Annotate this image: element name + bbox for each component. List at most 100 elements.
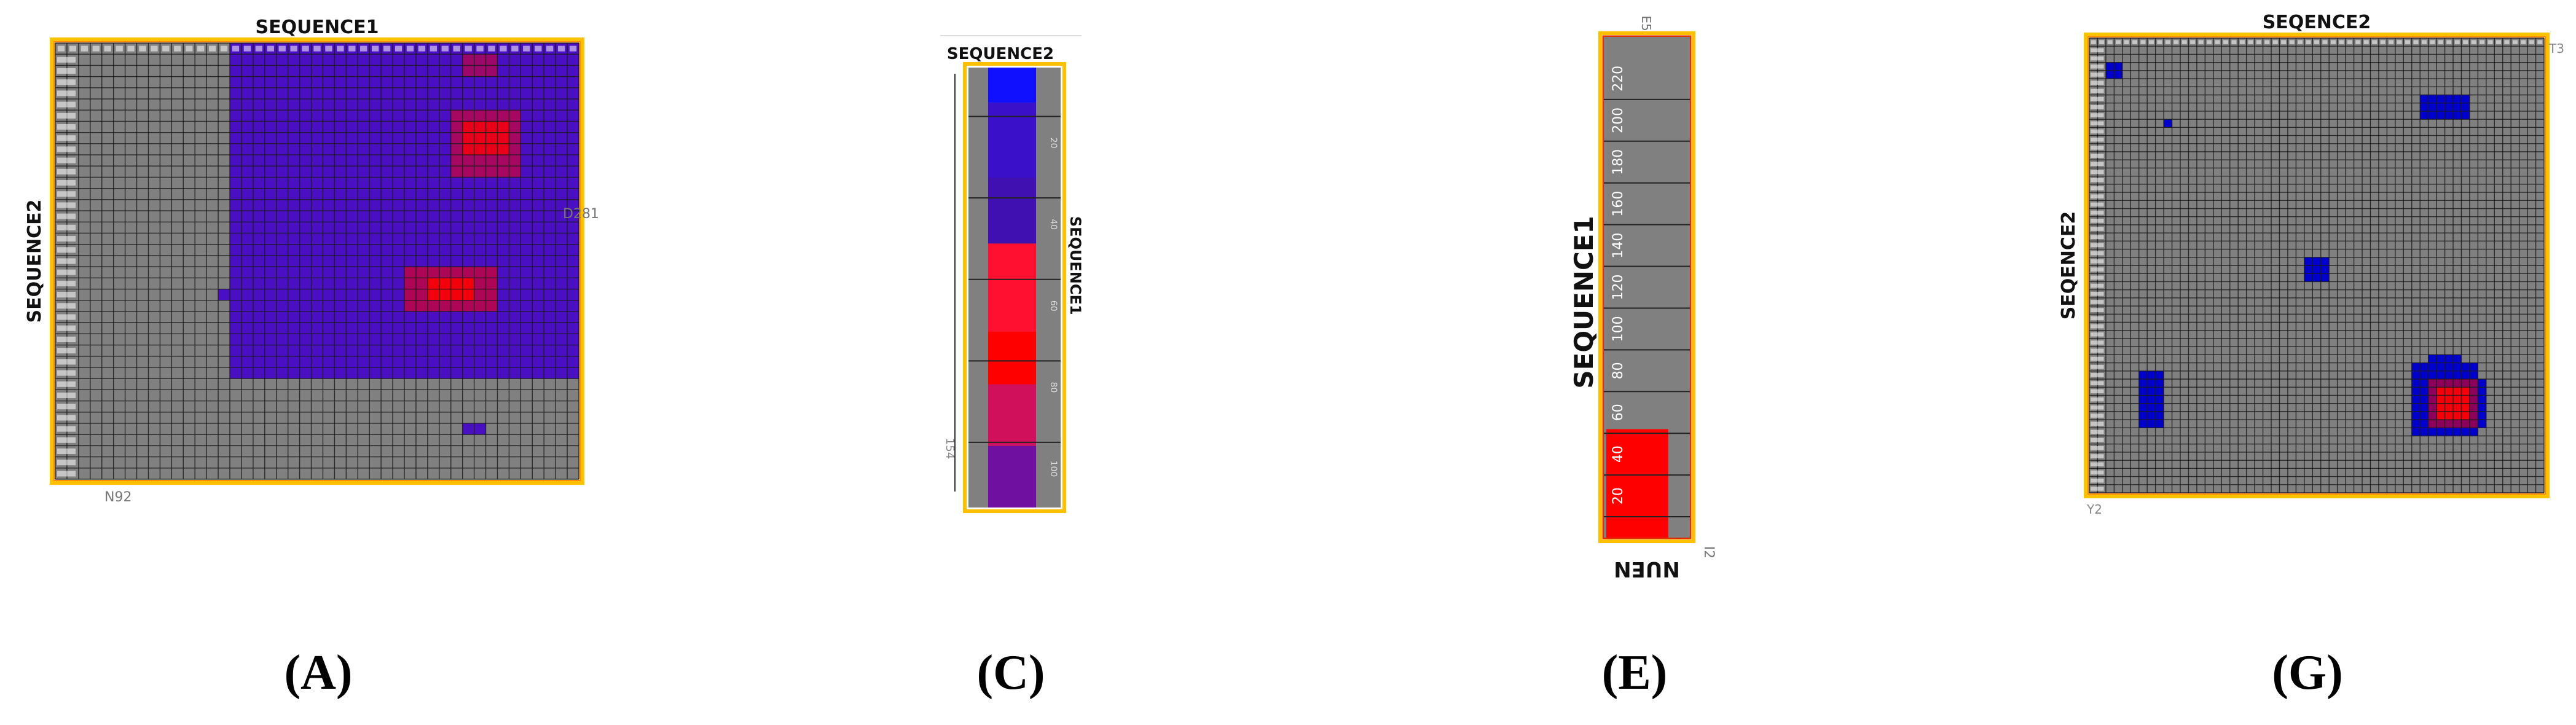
index-mark: [2231, 40, 2237, 44]
index-mark: [2132, 40, 2138, 44]
index-mark: [2471, 40, 2476, 44]
caption-c: (C): [888, 645, 1134, 701]
frame-inner: [53, 41, 581, 481]
index-mark: [2239, 40, 2245, 44]
index-mark: [2091, 283, 2104, 288]
index-mark: [2165, 40, 2170, 44]
index-mark: [57, 79, 76, 85]
index-mark: [2091, 154, 2104, 158]
index-mark: [2480, 40, 2485, 44]
index-mark: [2091, 186, 2104, 190]
index-mark: [511, 45, 519, 52]
index-mark: [2355, 40, 2361, 44]
grid-lines: [55, 42, 579, 480]
index-mark: [2091, 389, 2104, 394]
index-mark: [2091, 210, 2104, 215]
index-mark: [2248, 40, 2253, 44]
heat-band: [988, 243, 1036, 332]
index-marks: [57, 45, 577, 477]
index-mark: [57, 168, 76, 174]
index-mark: [2091, 291, 2104, 296]
chart-title: SEQUENCE2: [947, 45, 1054, 63]
tick-label: 180: [1611, 149, 1626, 175]
index-mark: [2330, 40, 2336, 44]
index-mark: [569, 45, 577, 52]
index-mark: [2215, 40, 2220, 44]
corner-label-right: T3: [2548, 41, 2564, 56]
corner-label-bottom: I2: [1701, 546, 1716, 559]
heat-band: [988, 445, 1036, 508]
index-mark: [2091, 162, 2104, 167]
index-mark: [523, 45, 530, 52]
y-axis-label: SEQUENCE2: [24, 200, 45, 323]
tick-label: 20: [1611, 487, 1626, 504]
index-mark: [2091, 487, 2104, 491]
tick-label: 40: [1048, 219, 1058, 230]
index-mark: [383, 45, 391, 52]
frame-outer: [50, 37, 584, 485]
index-mark: [174, 45, 181, 52]
index-mark: [302, 45, 309, 52]
index-mark: [2174, 40, 2179, 44]
corner-label-bottom: N92: [104, 490, 132, 505]
index-mark: [57, 213, 76, 219]
caption-g-text: (G): [2272, 646, 2343, 700]
index-mark: [255, 45, 263, 52]
index-mark: [2091, 397, 2104, 402]
index-mark: [2091, 381, 2104, 385]
tick-label: 60: [1048, 300, 1058, 312]
index-mark: [57, 370, 76, 376]
tick-label: 160: [1611, 191, 1626, 217]
index-mark: [2091, 113, 2104, 117]
index-mark: [2091, 454, 2104, 458]
index-mark: [57, 269, 76, 275]
index-mark: [57, 236, 76, 242]
index-mark: [2091, 121, 2104, 126]
index-mark: [2091, 316, 2104, 321]
index-mark: [57, 404, 76, 410]
heat-block: [1606, 429, 1668, 538]
index-mark: [2405, 40, 2411, 44]
caption-c-text: (C): [976, 646, 1045, 700]
heat-band: [988, 331, 1036, 385]
index-mark: [57, 157, 76, 163]
bottom-mirrored-text: ÑUEŃ: [1614, 557, 1680, 578]
index-mark: [2198, 40, 2204, 44]
index-mark: [2264, 40, 2270, 44]
index-mark: [2091, 178, 2104, 182]
heat-band: [988, 68, 1036, 103]
index-mark: [2223, 40, 2229, 44]
caption-e: (E): [1512, 645, 1757, 701]
index-mark: [406, 45, 414, 52]
index-mark: [2339, 40, 2344, 44]
heatmap-e: 20 40 60 80 100 120 140 160 180 200 220 SEQUENCE1 E5…: [1569, 15, 1716, 582]
index-mark: [243, 45, 251, 52]
index-mark: [2397, 40, 2402, 44]
index-mark: [2091, 405, 2104, 410]
index-mark: [325, 45, 332, 52]
index-mark: [2438, 40, 2443, 44]
index-mark: [2091, 356, 2104, 361]
index-mark: [2256, 40, 2261, 44]
index-mark: [57, 392, 76, 399]
heat-band: [988, 178, 1036, 244]
index-mark: [57, 247, 76, 253]
index-mark: [2421, 40, 2427, 44]
panel-a: SEQUENCE1 SEQUENCE2 D281 N92: [18, 0, 608, 614]
index-mark: [278, 45, 286, 52]
index-mark: [2463, 40, 2468, 44]
heat-cell: [2304, 257, 2330, 282]
index-mark: [290, 45, 297, 52]
index-mark: [2190, 40, 2196, 44]
index-mark: [488, 45, 495, 52]
caption-a-text: (A): [284, 646, 353, 700]
index-mark: [2148, 40, 2154, 44]
index-mark: [2207, 40, 2212, 44]
heat-band: [988, 103, 1036, 178]
index-mark: [2116, 40, 2121, 44]
index-mark: [2091, 348, 2104, 353]
index-mark: [57, 202, 76, 208]
caption-a: (A): [195, 645, 441, 701]
index-mark: [2289, 40, 2295, 44]
index-mark: [2091, 340, 2104, 345]
